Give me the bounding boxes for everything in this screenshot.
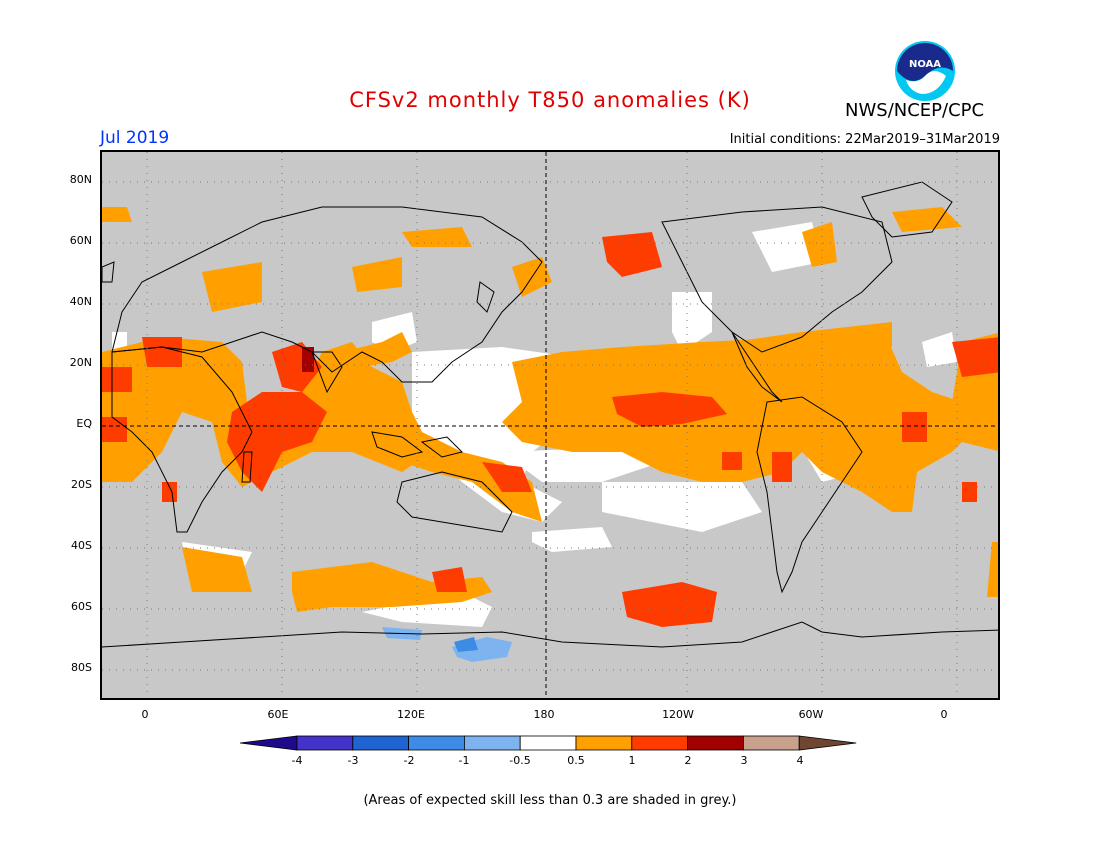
colorbar-segment <box>239 735 298 751</box>
agency-label: NWS/NCEP/CPC <box>845 100 985 121</box>
lon-label-120w: 120W <box>662 708 694 721</box>
colorbar-tick: 3 <box>740 754 748 767</box>
noaa-logo-icon: NOAA <box>895 41 955 101</box>
colorbar-segment <box>408 735 465 751</box>
lon-label-0-east: 0 <box>940 708 948 721</box>
graticule <box>102 152 998 698</box>
lat-label-80s: 80S <box>71 661 92 674</box>
colorbar-segment <box>575 735 633 751</box>
colorbar-tick: 4 <box>796 754 804 767</box>
coastlines <box>102 181 998 648</box>
color-bar <box>239 735 857 751</box>
colorbar-segment <box>631 735 688 751</box>
lon-label-60w: 60W <box>798 708 824 721</box>
lon-label-180: 180 <box>533 708 555 721</box>
colorbar-tick: 0.5 <box>567 754 585 767</box>
colorbar-tick: -1 <box>458 754 470 767</box>
lat-label-eq: EQ <box>76 417 92 430</box>
map-canvas <box>102 152 998 698</box>
lon-label-120e: 120E <box>397 708 425 721</box>
colorbar-tick: 1 <box>628 754 636 767</box>
colorbar-segment <box>352 735 410 751</box>
lat-label-60n: 60N <box>69 234 92 247</box>
colorbar-segment <box>742 735 800 751</box>
anomaly-map <box>100 150 1000 700</box>
colorbar-tick: -0.5 <box>509 754 531 767</box>
logo-text: NOAA <box>909 59 941 70</box>
forecast-month: Jul 2019 <box>100 128 170 148</box>
darkred-anomaly-regions <box>302 347 314 372</box>
colorbar-tick: -4 <box>291 754 303 767</box>
lat-label-40s: 40S <box>71 539 92 552</box>
lat-label-60s: 60S <box>71 600 92 613</box>
colorbar-segment <box>463 735 521 751</box>
lon-label-60e: 60E <box>267 708 289 721</box>
lon-label-0: 0 <box>141 708 149 721</box>
lat-label-80n: 80N <box>69 173 92 186</box>
red-anomaly-regions <box>102 232 998 627</box>
chart-title: CFSv2 monthly T850 anomalies (K) <box>349 88 751 112</box>
colorbar-segment <box>296 735 354 751</box>
colorbar-tick: -3 <box>347 754 359 767</box>
blue-anomaly-regions <box>382 627 512 662</box>
colorbar-tick: 2 <box>684 754 692 767</box>
colorbar-segment <box>798 735 857 751</box>
colorbar-segment <box>687 735 744 751</box>
lat-label-40n: 40N <box>69 295 92 308</box>
initial-conditions: Initial conditions: 22Mar2019–31Mar2019 <box>729 132 1000 147</box>
colorbar-segment <box>519 735 577 751</box>
lat-label-20s: 20S <box>71 478 92 491</box>
skill-note: (Areas of expected skill less than 0.3 a… <box>363 793 737 808</box>
lat-label-20n: 20N <box>69 356 92 369</box>
colorbar-tick: -2 <box>403 754 415 767</box>
equator-and-dateline <box>102 152 998 698</box>
